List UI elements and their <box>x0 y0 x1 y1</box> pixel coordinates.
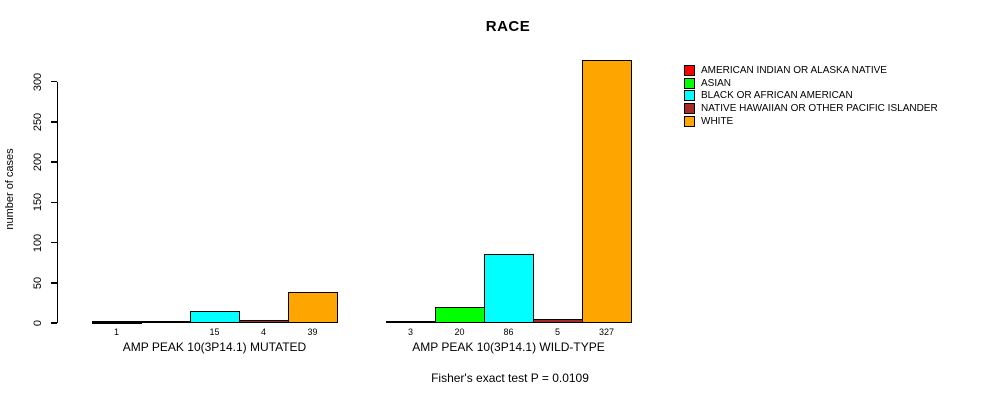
y-tick-label-text: 100 <box>32 233 44 252</box>
legend-label: BLACK OR AFRICAN AMERICAN <box>701 90 853 102</box>
fisher-test-annotation: Fisher's exact test P = 0.0109 <box>431 371 589 385</box>
bar-value-label: 86 <box>503 327 514 338</box>
bar-value-label: 4 <box>260 327 266 338</box>
legend-swatch <box>684 77 695 89</box>
bar-value-label: 3 <box>407 327 413 338</box>
bar-amp-peak-10-3p14-1-mutated-american-indian-or-alaska-native <box>92 322 142 324</box>
legend-item-american-indian-or-alaska-native: AMERICAN INDIAN OR ALASKA NATIVE <box>684 64 938 77</box>
y-tick <box>50 161 57 163</box>
bar-amp-peak-10-3p14-1-mutated-black-or-african-american <box>190 311 240 324</box>
y-tick <box>50 80 57 83</box>
chart-title: RACE <box>485 18 531 35</box>
legend-label: AMERICAN INDIAN OR ALASKA NATIVE <box>701 64 887 76</box>
y-tick-label-text: 0 <box>32 320 44 327</box>
bar-value-label: 39 <box>307 327 318 338</box>
bar-value-label: 1 <box>113 327 119 338</box>
legend: AMERICAN INDIAN OR ALASKA NATIVE ASIAN BLA… <box>684 64 938 128</box>
bar-value-label: 327 <box>598 327 615 338</box>
bar-amp-peak-10-3p14-1-wild-type-black-or-african-american <box>484 253 534 324</box>
legend-swatch <box>684 103 695 115</box>
legend-swatch <box>684 90 695 102</box>
legend-label: NATIVE HAWAIIAN OR OTHER PACIFIC ISLANDE… <box>701 103 938 115</box>
y-tick-label-text: 200 <box>32 153 44 172</box>
y-tick <box>50 322 57 324</box>
bar-amp-peak-10-3p14-1-wild-type-native-hawaiian-or-other-pacific-islander <box>533 319 583 324</box>
group-label-1: AMP PEAK 10(3P14.1) WILD-TYPE <box>412 340 605 355</box>
legend-item-asian: ASIAN <box>684 77 938 90</box>
y-axis-line <box>56 81 58 324</box>
y-tick-label-text: 50 <box>32 276 44 290</box>
y-tick <box>50 241 57 244</box>
bar-value-label: 15 <box>209 327 220 338</box>
bar-value-label: 20 <box>454 327 465 338</box>
group-label-0: AMP PEAK 10(3P14.1) MUTATED <box>122 340 307 355</box>
bar-amp-peak-10-3p14-1-mutated-white <box>288 291 338 324</box>
legend-swatch <box>684 115 695 127</box>
bar-value-label: 5 <box>554 327 560 338</box>
y-tick-label-text: 150 <box>32 193 44 212</box>
legend-swatch <box>684 64 695 76</box>
legend-item-white: WHITE <box>684 115 938 128</box>
y-tick-label-text: 250 <box>32 112 44 132</box>
legend-item-native-hawaiian-or-other-pacific-islander: NATIVE HAWAIIAN OR OTHER PACIFIC ISLANDE… <box>684 102 938 115</box>
bar-amp-peak-10-3p14-1-mutated-native-hawaiian-or-other-pacific-islander <box>239 319 289 324</box>
y-tick-label-text: 300 <box>32 72 44 91</box>
legend-label: WHITE <box>701 115 734 127</box>
y-tick <box>50 121 57 123</box>
legend-label: ASIAN <box>701 77 732 89</box>
y-axis-label-text: number of cases <box>4 148 16 230</box>
y-tick <box>50 282 57 284</box>
bar-amp-peak-10-3p14-1-wild-type-white <box>582 59 632 324</box>
bar-amp-peak-10-3p14-1-wild-type-asian <box>435 307 485 324</box>
y-tick <box>50 201 57 204</box>
bar-amp-peak-10-3p14-1-wild-type-american-indian-or-alaska-native <box>386 320 436 324</box>
legend-item-black-or-african-american: BLACK OR AFRICAN AMERICAN <box>684 90 938 103</box>
